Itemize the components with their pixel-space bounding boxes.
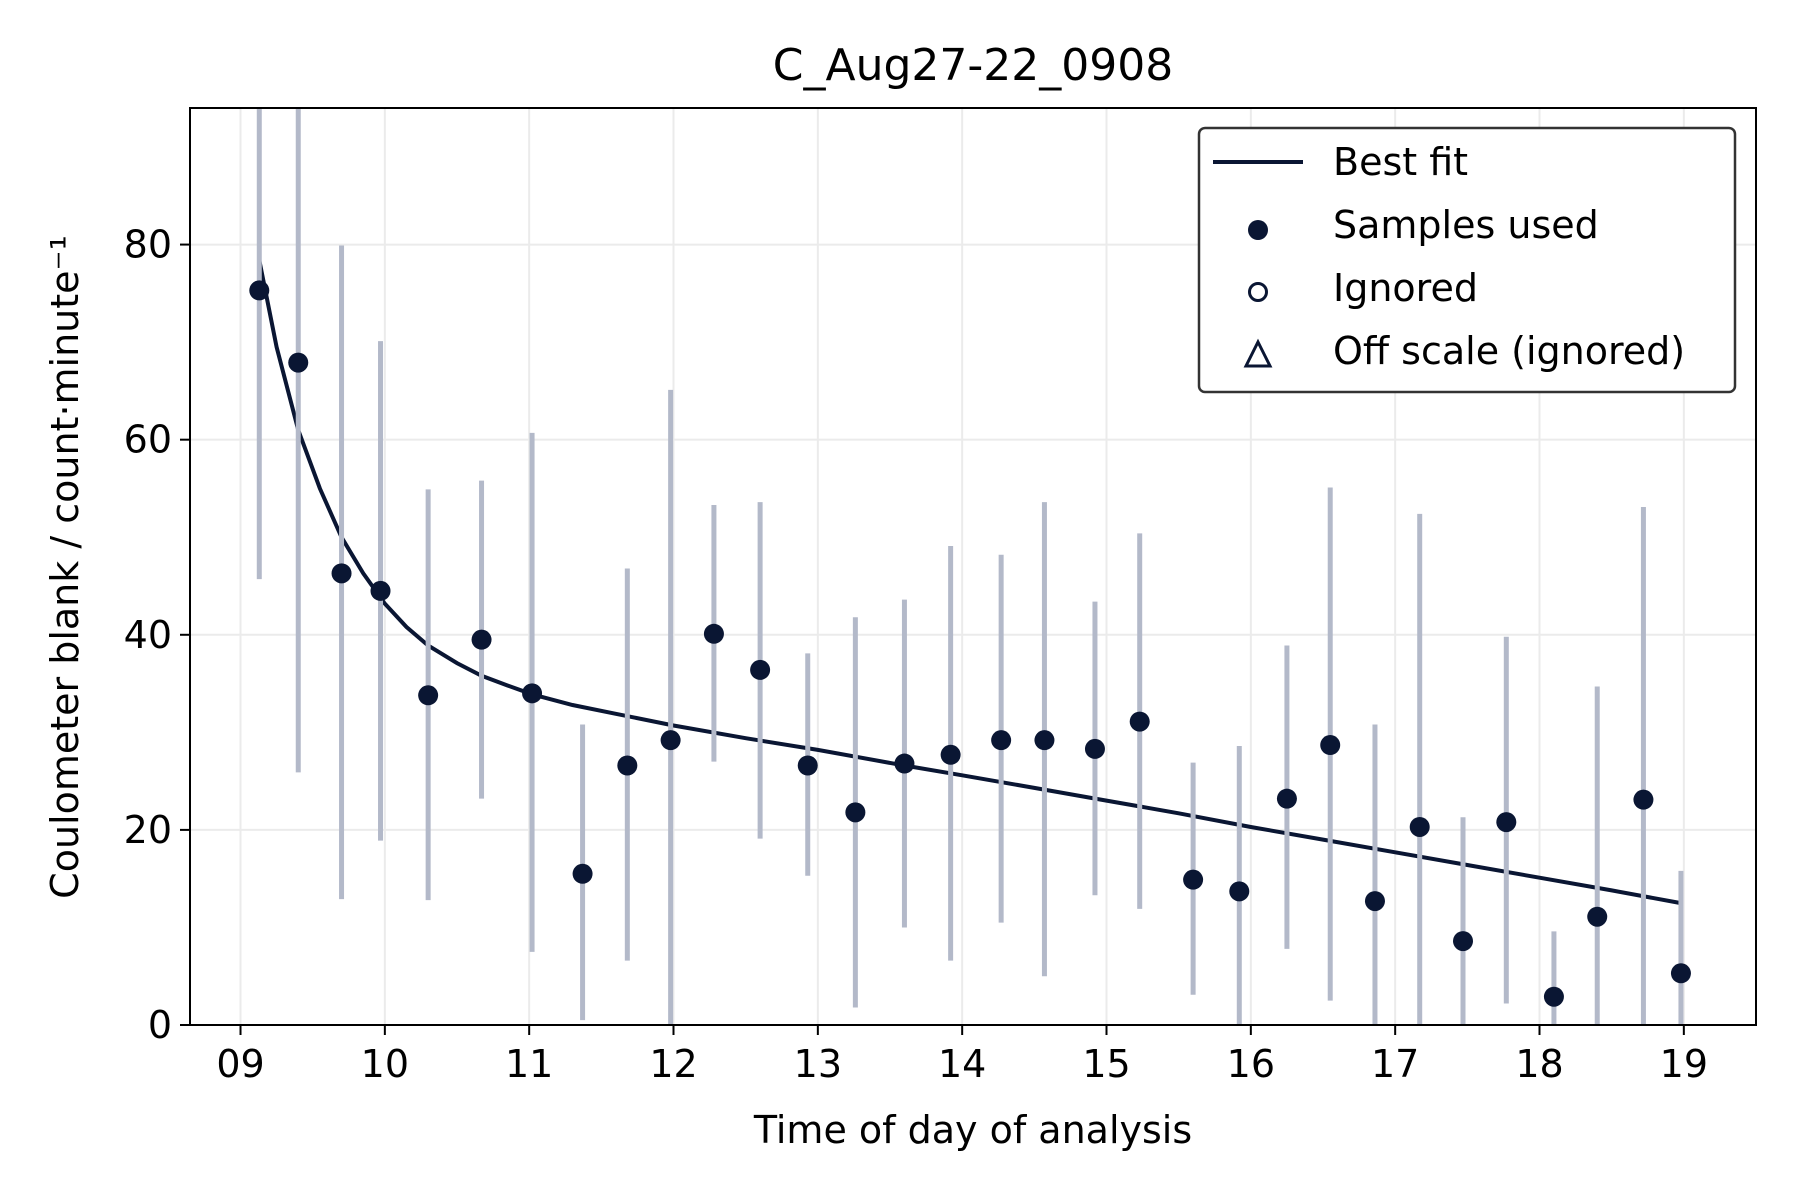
sample-point [703,623,724,644]
sample-point [940,744,961,765]
sample-point [1409,816,1430,837]
sample-point [1587,906,1608,927]
legend-label-ignored: Ignored [1333,266,1478,310]
sample-point [1364,891,1385,912]
x-axis-ticks: 09 10 11 12 13 14 15 16 17 18 19 [216,1025,1708,1086]
x-tick-label: 17 [1371,1042,1419,1086]
legend-ignored-marker-icon [1248,282,1268,302]
sample-point [1084,738,1105,759]
x-tick-label: 18 [1515,1042,1563,1086]
sample-point [370,580,391,601]
sample-point [894,753,915,774]
y-tick-label: 20 [124,808,172,852]
chart-title: C_Aug27-22_0908 [773,40,1173,91]
legend-label-best-fit: Best fit [1333,140,1468,184]
sample-point [797,755,818,776]
y-tick-label: 80 [124,223,172,267]
y-tick-label: 40 [124,613,172,657]
x-tick-label: 19 [1660,1042,1708,1086]
legend-samples-used-marker-icon [1248,220,1268,240]
legend-box [1197,126,1737,394]
best-fit-line [257,259,1682,906]
sample-point [1229,881,1250,902]
sample-point [288,352,309,373]
sample-point [1034,730,1055,751]
legend-off-scale-triangle-icon [1243,338,1273,368]
sample-point [418,685,439,706]
sample-point [750,659,771,680]
sample-point [1543,986,1564,1007]
x-tick-label: 14 [938,1042,986,1086]
x-tick-label: 15 [1082,1042,1130,1086]
x-tick-label: 11 [505,1042,553,1086]
sample-point [331,563,352,584]
y-axis-ticks: 0 20 40 60 80 [124,223,190,1047]
x-tick-label: 09 [216,1042,264,1086]
sample-point [617,755,638,776]
sample-point [1453,931,1474,952]
sample-point [249,280,270,301]
sample-point [845,802,866,823]
x-tick-label: 13 [794,1042,842,1086]
legend: Best fit Samples used Ignored Off scale … [1197,126,1737,394]
sample-points [249,280,1691,1007]
y-tick-label: 0 [148,1003,172,1047]
x-tick-label: 12 [649,1042,697,1086]
sample-point [1276,788,1297,809]
y-tick-label: 60 [124,418,172,462]
sample-point [522,683,543,704]
sample-point [1320,735,1341,756]
x-axis-label: Time of day of analysis [753,1108,1192,1152]
y-axis-label: Coulometer blank / count·minute⁻¹ [43,235,87,899]
sample-point [1183,869,1204,890]
legend-label-samples-used: Samples used [1333,203,1599,247]
x-tick-label: 10 [361,1042,409,1086]
sample-point [1633,789,1654,810]
legend-label-off-scale: Off scale (ignored) [1333,329,1685,373]
x-tick-label: 16 [1227,1042,1275,1086]
sample-point [991,730,1012,751]
sample-point [1129,711,1150,732]
sample-point [471,629,492,650]
sample-point [1670,963,1691,984]
sample-point [660,730,681,751]
best-fit-layer [257,259,1682,906]
sample-point [572,863,593,884]
sample-point [1496,812,1517,833]
plot-frame [189,107,1757,1026]
